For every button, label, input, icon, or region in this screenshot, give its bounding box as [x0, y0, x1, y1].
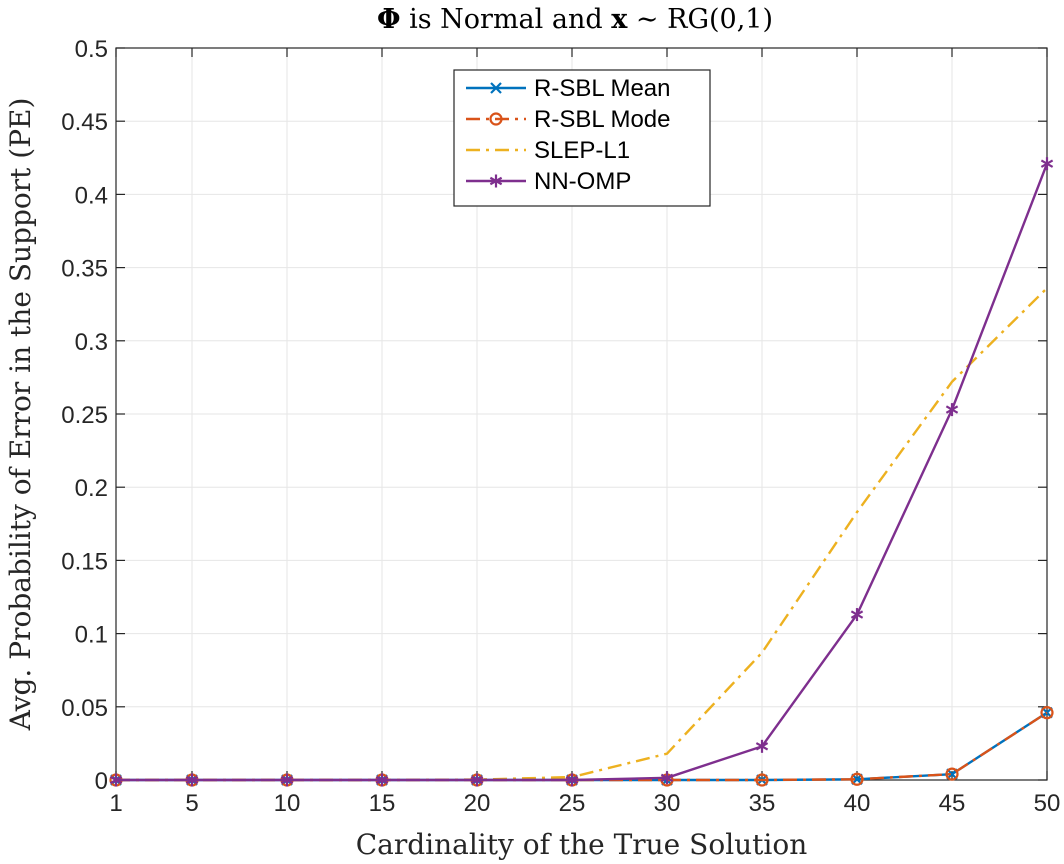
data-point — [185, 773, 199, 787]
data-point — [755, 739, 769, 753]
legend-item: R-SBL Mode — [466, 106, 671, 133]
y-tick-label: 0.5 — [75, 36, 108, 63]
chart-title: Φ is Normal and x ∼ RG(0,1) — [377, 4, 773, 35]
data-point — [945, 767, 959, 781]
title-symbol-x: x — [611, 4, 628, 35]
y-tick-label: 0.15 — [61, 548, 108, 575]
title-text-2: ∼ RG(0,1) — [627, 4, 773, 35]
data-point — [660, 771, 674, 785]
legend-item: SLEP-L1 — [466, 137, 630, 164]
legend-label: R-SBL Mode — [534, 106, 671, 133]
marker-stroke — [185, 775, 199, 785]
legend-label: SLEP-L1 — [534, 137, 630, 164]
legend: R-SBL Mean R-SBL Mode SLEP-L1 NN-OMP — [453, 69, 711, 207]
x-tick-label: 5 — [185, 790, 198, 817]
y-tick-label: 0.1 — [75, 622, 108, 649]
marker-stroke — [945, 405, 959, 414]
marker-stroke — [660, 773, 674, 783]
data-point — [1040, 706, 1054, 720]
series-line — [116, 711, 1048, 782]
marker-stroke — [375, 775, 389, 785]
marker-stroke — [490, 82, 502, 94]
series-line — [116, 287, 1048, 782]
legend-label: NN-OMP — [534, 168, 631, 195]
x-tick-label: 50 — [1034, 790, 1061, 817]
y-tick-label: 0.45 — [61, 109, 108, 136]
x-tick-label: 10 — [274, 790, 301, 817]
data-point — [470, 773, 484, 787]
legend-marker — [489, 174, 503, 188]
data-point — [850, 608, 864, 622]
data-point — [1040, 157, 1054, 171]
y-tick-label: 0.3 — [75, 329, 108, 356]
marker-stroke — [755, 742, 769, 751]
marker-stroke — [470, 775, 484, 785]
marker-stroke — [565, 775, 579, 785]
x-tick-label: 45 — [939, 790, 966, 817]
axis-ticks: 1 5 10 15 20 25 30 35 40 45 5000.050.10.150.20.250… — [61, 36, 1060, 817]
y-tick-label: 0.25 — [61, 402, 108, 429]
y-tick-label: 0.4 — [75, 182, 108, 209]
series-line — [116, 163, 1049, 782]
data-point — [565, 773, 579, 787]
marker-stroke — [109, 775, 123, 785]
series-slep-l1 — [116, 287, 1048, 782]
legend-marker — [489, 112, 503, 126]
data-point — [850, 772, 864, 786]
marker-stroke — [1040, 159, 1054, 168]
legend-item: R-SBL Mean — [466, 75, 671, 102]
x-tick-label: 30 — [654, 790, 681, 817]
data-point — [280, 773, 294, 787]
series-nn-omp — [109, 157, 1054, 787]
x-tick-label: 35 — [749, 790, 776, 817]
series-line — [116, 711, 1048, 782]
marker-stroke — [850, 610, 864, 619]
title-text-1: is Normal and — [401, 4, 612, 35]
x-tick-label: 40 — [844, 790, 871, 817]
data-point — [109, 773, 123, 787]
title-symbol-phi: Φ — [377, 4, 401, 35]
x-axis-title: Cardinality of the True Solution — [356, 828, 808, 861]
legend-label: R-SBL Mean — [534, 75, 671, 102]
marker-stroke — [489, 176, 503, 186]
data-point — [755, 773, 769, 787]
y-axis-title: Avg. Probability of Error in the Support… — [4, 98, 37, 732]
x-tick-label: 25 — [559, 790, 586, 817]
y-tick-label: 0.35 — [61, 256, 108, 283]
y-tick-label: 0.05 — [61, 695, 108, 722]
series-r-sbl-mean — [110, 706, 1053, 786]
data-point — [945, 403, 959, 417]
series-layer — [109, 157, 1054, 787]
x-tick-label: 1 — [109, 790, 122, 817]
y-tick-label: 0 — [95, 768, 108, 795]
marker-stroke — [280, 775, 294, 785]
x-tick-label: 15 — [369, 790, 396, 817]
x-tick-label: 20 — [464, 790, 491, 817]
legend-item: NN-OMP — [466, 168, 631, 195]
y-tick-label: 0.2 — [75, 475, 108, 502]
legend-marker — [490, 82, 502, 94]
data-point — [375, 773, 389, 787]
